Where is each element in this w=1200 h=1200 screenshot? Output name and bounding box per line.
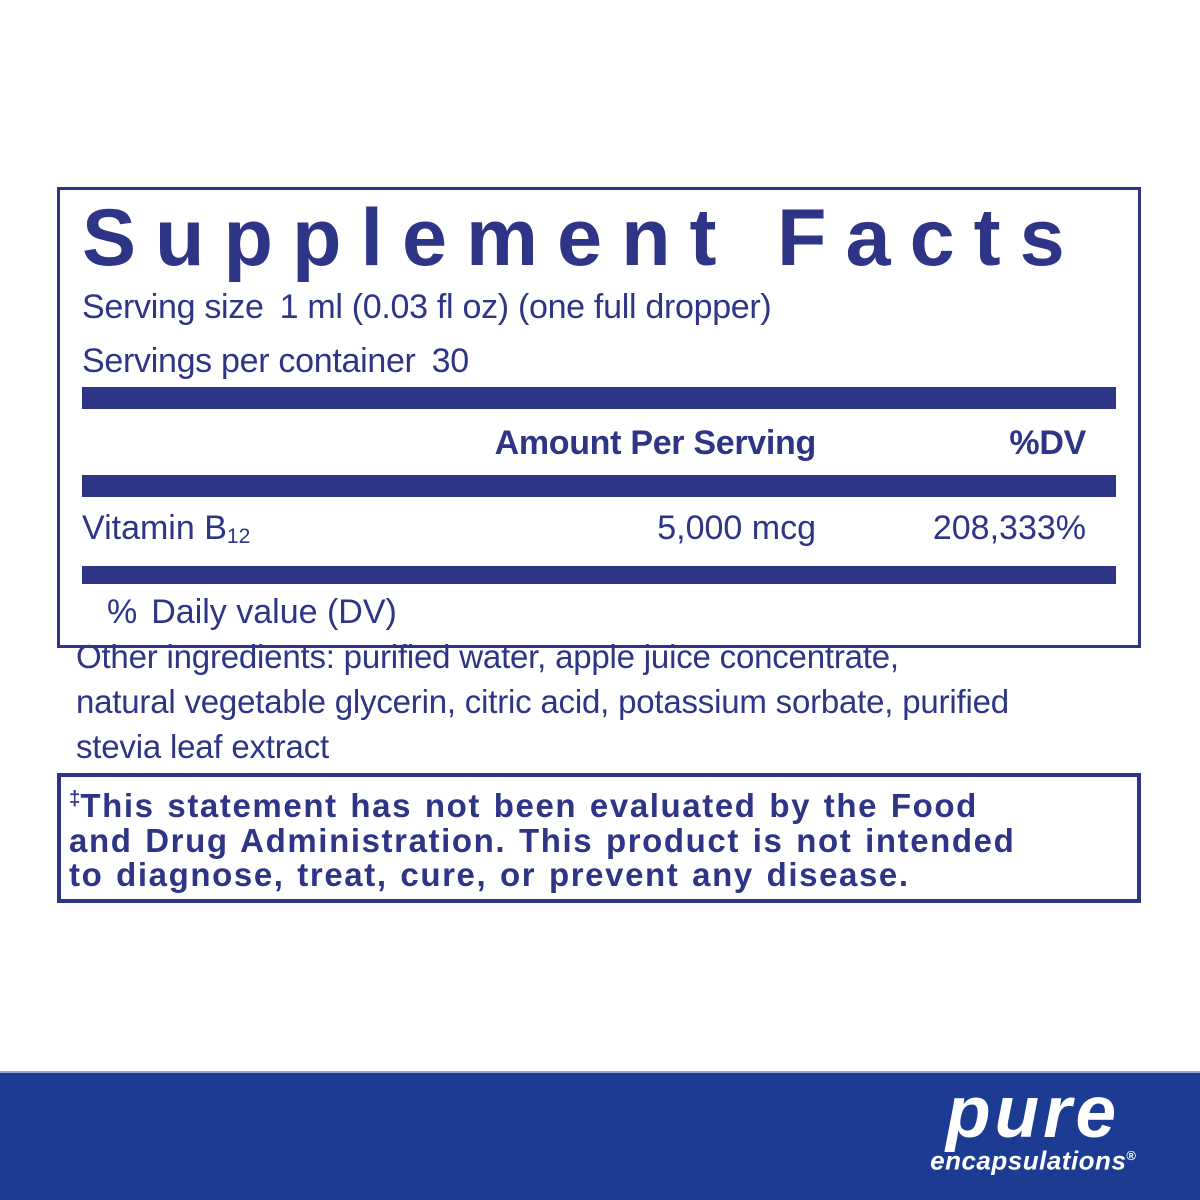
nutrient-name: Vitamin B12 <box>82 510 506 551</box>
brand-logo: pure encapsulations® <box>930 1072 1136 1174</box>
percent-dv-header: %DV <box>1009 424 1086 462</box>
disclaimer-line: ‡This statement has not been evaluated b… <box>69 782 1129 824</box>
serving-size-row: Serving size 1 ml (0.03 fl oz) (one full … <box>82 287 1116 327</box>
footnote-text: Daily value (DV) <box>151 593 397 631</box>
nutrient-row: Vitamin B12 5,000 mcg 208,333% <box>82 497 1116 566</box>
amount-per-serving-header: Amount Per Serving <box>494 424 817 462</box>
disclaimer-line-text: This statement has not been evaluated by… <box>80 787 978 824</box>
servings-per-container-row: Servings per container 30 <box>82 341 1116 381</box>
double-dagger-mark: ‡ <box>69 787 81 810</box>
brand-subname-text: encapsulations <box>930 1145 1127 1176</box>
footnote-percent-sign: % <box>107 593 138 631</box>
nutrient-amount: 5,000 mcg <box>657 509 816 547</box>
column-header-row: Amount Per Serving %DV <box>82 409 1116 475</box>
other-ingredients-line: Other ingredients: purified water, apple… <box>76 638 899 675</box>
fda-disclaimer-box: ‡This statement has not been evaluated b… <box>57 773 1141 903</box>
brand-band: pure encapsulations® <box>0 1071 1200 1200</box>
serving-size-value: 1 ml (0.03 fl oz) (one full dropper) <box>279 288 772 326</box>
other-ingredients-line: stevia leaf extract <box>76 728 329 765</box>
serving-size-label: Serving size <box>82 288 264 326</box>
brand-name: pure <box>945 1072 1121 1153</box>
servings-per-container-label: Servings per container <box>82 342 416 380</box>
registered-trademark-icon: ® <box>1126 1148 1136 1163</box>
divider-bar-bottom <box>82 566 1116 584</box>
nutrient-name-subscript: 12 <box>226 524 251 548</box>
other-ingredients-paragraph: Other ingredients: purified water, apple… <box>76 634 1009 769</box>
nutrient-daily-value: 208,333% <box>932 509 1086 547</box>
other-ingredients-line: natural vegetable glycerin, citric acid,… <box>76 683 1009 720</box>
divider-bar-top <box>82 387 1116 409</box>
panel-title: Supplement Facts <box>82 193 1084 283</box>
divider-bar-middle <box>82 475 1116 497</box>
supplement-facts-panel: Supplement Facts Serving size 1 ml (0.03 … <box>57 187 1141 648</box>
brand-subname: encapsulations® <box>930 1143 1136 1174</box>
disclaimer-line: and Drug Administration. This product is… <box>69 821 1016 859</box>
disclaimer-line: to diagnose, treat, cure, or prevent any… <box>69 856 910 893</box>
nutrient-name-text: Vitamin B <box>82 509 227 547</box>
servings-per-container-value: 30 <box>431 342 470 380</box>
daily-value-footnote: % Daily value (DV) <box>82 584 1116 645</box>
